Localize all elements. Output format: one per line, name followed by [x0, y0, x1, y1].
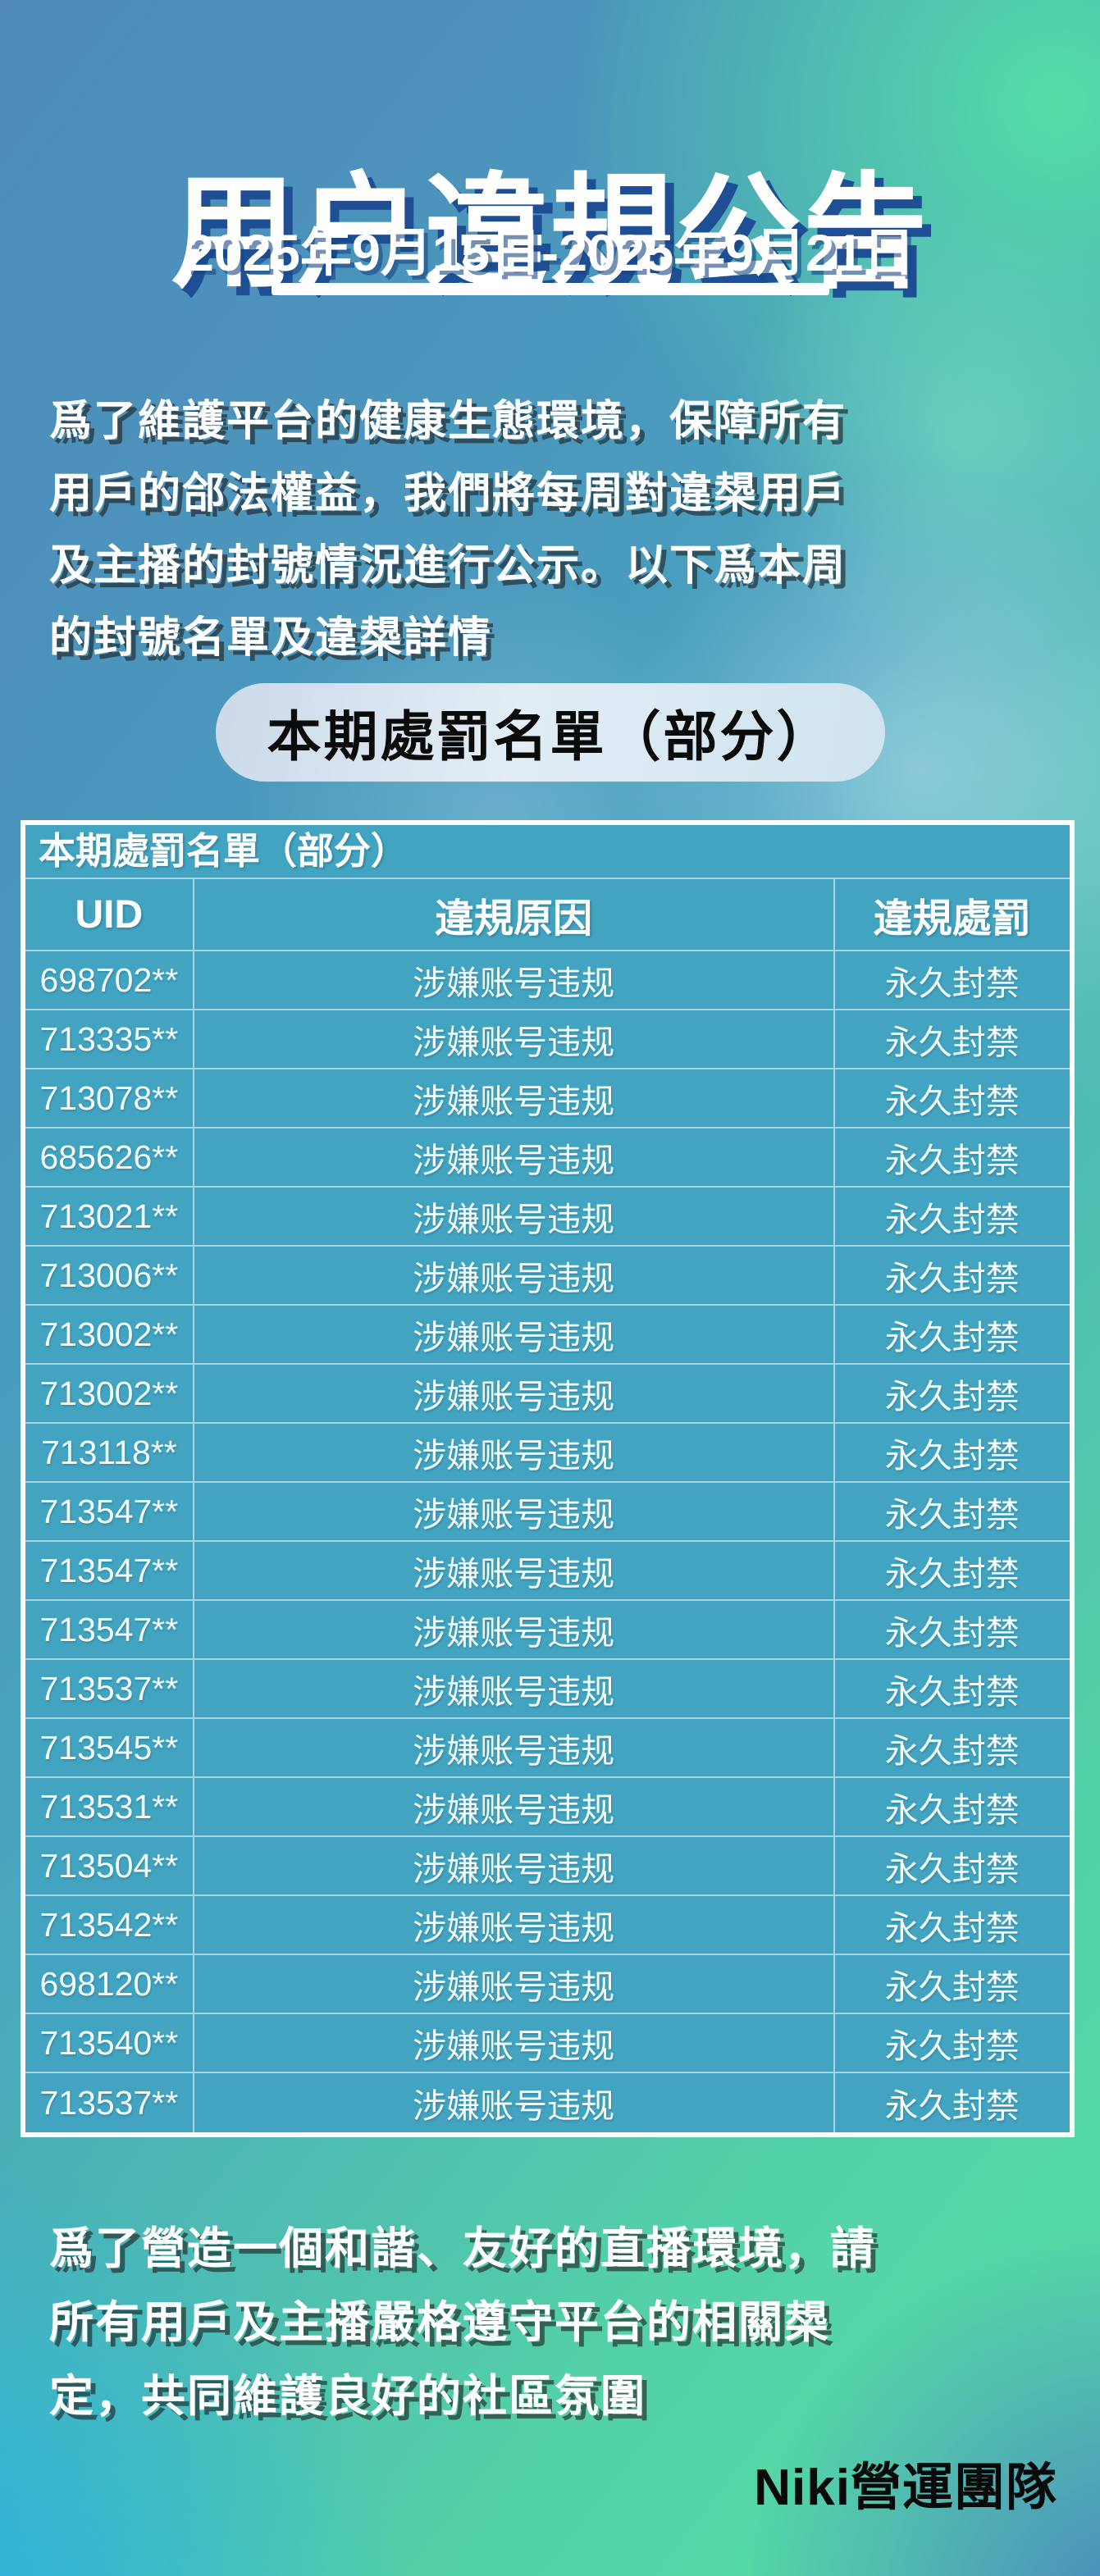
table-row: 713537** 涉嫌账号违规 永久封禁	[25, 2073, 1070, 2132]
penalty-cell: 永久封禁	[884, 964, 1020, 1002]
table-row: 713540** 涉嫌账号违规 永久封禁	[25, 2014, 1070, 2073]
uid-cell: 713547**	[39, 1610, 179, 1648]
reason-cell: 涉嫌账号违规	[192, 1010, 835, 1068]
table-row: 713547** 涉嫌账号违规 永久封禁	[25, 1542, 1070, 1601]
uid-cell: 698702**	[39, 960, 179, 999]
team-signature: Niki營運團隊	[754, 2460, 1057, 2516]
penalty-cell: 永久封禁	[884, 1850, 1020, 1888]
footer-note: 爲了營造一個和諧、友好的直播環境，請 所有用戶及主播嚴格遵守平台的相關槼 定，共…	[49, 2224, 876, 2421]
table-row: 713118** 涉嫌账号违规 永久封禁	[25, 1424, 1070, 1483]
header-uid: UID	[75, 892, 144, 937]
table-row: 698702** 涉嫌账号违规 永久封禁	[25, 951, 1070, 1010]
table-row: 713547** 涉嫌账号违规 永久封禁	[25, 1483, 1070, 1542]
reason-cell: 涉嫌账号违规	[192, 1306, 835, 1363]
penalty-cell: 永久封禁	[884, 2027, 1020, 2065]
reason-cell: 涉嫌账号违规	[192, 2014, 835, 2072]
uid-cell: 713540**	[39, 2023, 179, 2062]
header-violation-reason: 違規原因	[192, 879, 835, 950]
penalty-cell: 永久封禁	[884, 1024, 1020, 1061]
uid-cell: 685626**	[39, 1138, 179, 1176]
table-row: 713078** 涉嫌账号违规 永久封禁	[25, 1069, 1070, 1128]
uid-cell: 713547**	[39, 1492, 179, 1530]
table-row: 713021** 涉嫌账号违规 永久封禁	[25, 1188, 1070, 1247]
penalty-cell: 永久封禁	[884, 1319, 1020, 1356]
uid-cell: 713545**	[39, 1728, 179, 1767]
table-row: 685626** 涉嫌账号违规 永久封禁	[25, 1128, 1070, 1188]
reason-cell: 涉嫌账号违规	[192, 1660, 835, 1717]
table-row: 713531** 涉嫌账号违规 永久封禁	[25, 1778, 1070, 1837]
reason-cell: 涉嫌账号违规	[192, 1955, 835, 2013]
reason-cell: 涉嫌账号违规	[192, 1069, 835, 1127]
uid-cell: 713537**	[39, 1669, 179, 1707]
table-row: 713002** 涉嫌账号违规 永久封禁	[25, 1365, 1070, 1424]
reason-cell: 涉嫌账号违规	[192, 1128, 835, 1186]
reason-cell: 涉嫌账号违规	[192, 1424, 835, 1481]
uid-cell: 713335**	[39, 1019, 179, 1058]
penalty-cell: 永久封禁	[884, 1732, 1020, 1770]
table-row: 713542** 涉嫌账号违规 永久封禁	[25, 1896, 1070, 1955]
table-body: 698702** 涉嫌账号违规 永久封禁 713335** 涉嫌账号违规 永久封禁 7130…	[25, 951, 1070, 2132]
table-row: 713002** 涉嫌账号违规 永久封禁	[25, 1306, 1070, 1365]
uid-cell: 713504**	[39, 1846, 179, 1885]
header-violation-penalty: 違規處罰	[873, 897, 1031, 941]
reason-cell: 涉嫌账号违规	[192, 1188, 835, 1245]
penalty-cell: 永久封禁	[884, 1909, 1020, 1947]
uid-cell: 713021**	[39, 1197, 179, 1235]
uid-cell: 713542**	[39, 1905, 179, 1944]
penalty-cell: 永久封禁	[884, 1378, 1020, 1416]
penalty-cell: 永久封禁	[884, 1555, 1020, 1593]
uid-cell: 713006**	[39, 1256, 179, 1294]
table-row: 713335** 涉嫌账号违规 永久封禁	[25, 1010, 1070, 1069]
reason-cell: 涉嫌账号违规	[192, 1365, 835, 1422]
table-title: 本期處罰名單（部分）	[25, 825, 1070, 879]
reason-cell: 涉嫌账号违规	[192, 1837, 835, 1894]
table-row: 713504** 涉嫌账号违规 永久封禁	[25, 1837, 1070, 1896]
penalty-cell: 永久封禁	[884, 1201, 1020, 1238]
penalty-cell: 永久封禁	[884, 1968, 1020, 2006]
table-row: 713537** 涉嫌账号违规 永久封禁	[25, 1660, 1070, 1719]
divider-bar	[271, 283, 829, 295]
penalty-cell: 永久封禁	[884, 1437, 1020, 1475]
uid-cell: 713537**	[39, 2083, 179, 2122]
page-title: 用户違規公告	[171, 162, 929, 303]
uid-cell: 713002**	[39, 1315, 179, 1353]
uid-cell: 713118**	[40, 1433, 177, 1471]
reason-cell: 涉嫌账号违规	[192, 951, 835, 1009]
penalty-cell: 永久封禁	[884, 1142, 1020, 1179]
uid-cell: 713547**	[39, 1551, 179, 1589]
date-range: 2025年9月15日-2025年9月21日	[185, 225, 915, 282]
uid-cell: 713531**	[39, 1787, 179, 1826]
uid-cell: 713002**	[39, 1374, 179, 1412]
table-row: 713006** 涉嫌账号违规 永久封禁	[25, 1247, 1070, 1306]
table-row: 713545** 涉嫌账号违规 永久封禁	[25, 1719, 1070, 1778]
penalty-cell: 永久封禁	[884, 1673, 1020, 1711]
penalty-cell: 永久封禁	[884, 1260, 1020, 1297]
reason-cell: 涉嫌账号违规	[192, 1778, 835, 1835]
reason-cell: 涉嫌账号违规	[192, 1247, 835, 1304]
penalty-cell: 永久封禁	[884, 1614, 1020, 1652]
penalty-cell: 永久封禁	[884, 2087, 1020, 2125]
penalty-cell: 永久封禁	[884, 1083, 1020, 1120]
punishment-table: 本期處罰名單（部分） UID 違規原因 違規處罰 698702** 涉嫌账号违规永…	[21, 820, 1075, 2137]
table-row: 713547** 涉嫌账号违规 永久封禁	[25, 1601, 1070, 1660]
reason-cell: 涉嫌账号违规	[192, 2073, 835, 2132]
reason-cell: 涉嫌账号违规	[192, 1483, 835, 1540]
reason-cell: 涉嫌账号违规	[192, 1896, 835, 1954]
reason-cell: 涉嫌账号违规	[192, 1601, 835, 1658]
penalty-cell: 永久封禁	[884, 1791, 1020, 1829]
reason-cell: 涉嫌账号违规	[192, 1542, 835, 1599]
section-pill: 本期處罰名單（部分）	[215, 683, 885, 782]
intro-paragraph: 爲了維護平台的健康生態環境，保障所有 用戶的郃法權益，我們將每周對違槼用戶 及主…	[49, 398, 847, 662]
penalty-cell: 永久封禁	[884, 1496, 1020, 1534]
table-header-row: UID 違規原因 違規處罰	[25, 879, 1070, 951]
reason-cell: 涉嫌账号违规	[192, 1719, 835, 1776]
table-row: 698120** 涉嫌账号违规 永久封禁	[25, 1955, 1070, 2014]
uid-cell: 713078**	[39, 1078, 179, 1117]
uid-cell: 698120**	[39, 1964, 179, 2003]
